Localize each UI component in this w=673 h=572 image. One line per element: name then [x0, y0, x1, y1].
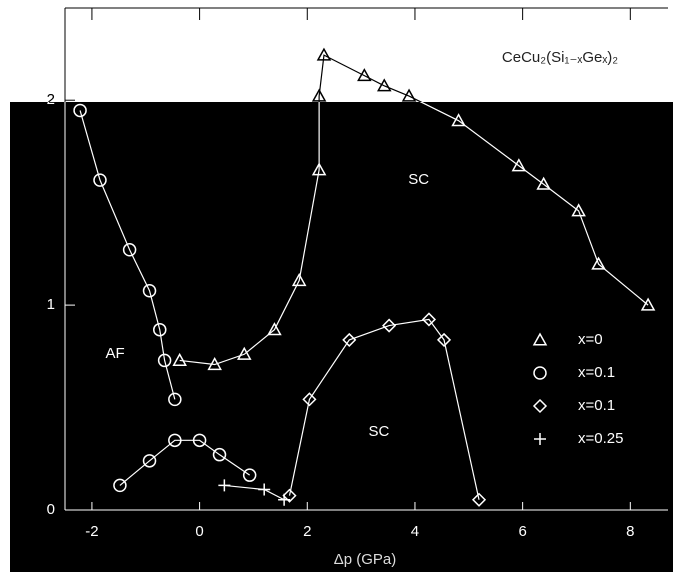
- legend-symbol: [534, 433, 546, 445]
- data-point: [278, 493, 291, 506]
- series-line: [288, 318, 480, 500]
- data-point: [192, 433, 207, 448]
- data-point: [311, 88, 327, 102]
- data-point: [172, 352, 187, 366]
- data-point: [302, 392, 317, 407]
- x-tick-label: 8: [626, 523, 634, 540]
- data-point: [511, 158, 527, 172]
- annotation: AF: [105, 345, 124, 362]
- data-point: [142, 284, 157, 298]
- data-point: [591, 256, 606, 270]
- data-point: [258, 483, 271, 496]
- data-point: [168, 392, 182, 407]
- data-point: [376, 78, 392, 92]
- y-tick-label: 0: [47, 501, 55, 518]
- data-point: [421, 312, 437, 327]
- data-point: [207, 356, 222, 371]
- legend-label: x=0.1: [578, 364, 615, 381]
- legend-symbol: [532, 332, 548, 346]
- data-point: [451, 113, 466, 127]
- data-point: [291, 272, 307, 287]
- data-point: [436, 332, 452, 347]
- data-point: [471, 492, 487, 507]
- data-point: [267, 322, 282, 336]
- data-point: [142, 454, 157, 468]
- data-point: [218, 479, 231, 492]
- data-point: [122, 243, 137, 257]
- data-point: [237, 346, 252, 360]
- data-point: [640, 297, 656, 311]
- y-tick-label: 2: [47, 91, 55, 108]
- data-point: [282, 488, 297, 503]
- legend-symbol: [533, 366, 547, 380]
- data-point: [73, 103, 87, 118]
- x-tick-label: 0: [195, 523, 203, 540]
- data-point: [157, 353, 172, 368]
- legend-label: x=0.1: [578, 397, 615, 414]
- data-point: [536, 176, 551, 190]
- data-point: [382, 318, 397, 333]
- legend-symbol: [532, 398, 548, 414]
- data-point: [168, 433, 182, 448]
- series-line: [179, 54, 649, 366]
- data-point: [153, 322, 167, 337]
- y-tick-label: 1: [47, 296, 55, 313]
- marks-layer: -2 0 2 4 6 8 0 1 2 SC AF SC x=0 x=0.1 x=0.1 x=0.25: [47, 7, 668, 540]
- annotation: SC: [408, 171, 429, 188]
- data-point: [242, 468, 257, 482]
- data-point: [571, 203, 586, 217]
- x-tick-label: 2: [303, 523, 311, 540]
- data-point: [212, 447, 227, 462]
- data-point: [342, 332, 357, 347]
- data-point: [316, 47, 332, 61]
- data-point: [401, 88, 417, 102]
- data-point: [93, 173, 107, 187]
- plot-background: [10, 102, 673, 572]
- data-point: [311, 162, 327, 176]
- chart-title: CeCu₂(Si₁₋ₓGeₓ)₂: [502, 49, 618, 66]
- legend-label: x=0.25: [578, 430, 623, 447]
- data-point: [357, 68, 372, 82]
- legend-label: x=0: [578, 331, 603, 348]
- x-tick-label: 4: [411, 523, 419, 540]
- annotation: SC: [368, 423, 389, 440]
- x-tick-label: -2: [85, 523, 98, 540]
- x-axis-label: Δp (GPa): [334, 551, 397, 568]
- data-point: [113, 478, 127, 493]
- x-tick-label: 6: [518, 523, 526, 540]
